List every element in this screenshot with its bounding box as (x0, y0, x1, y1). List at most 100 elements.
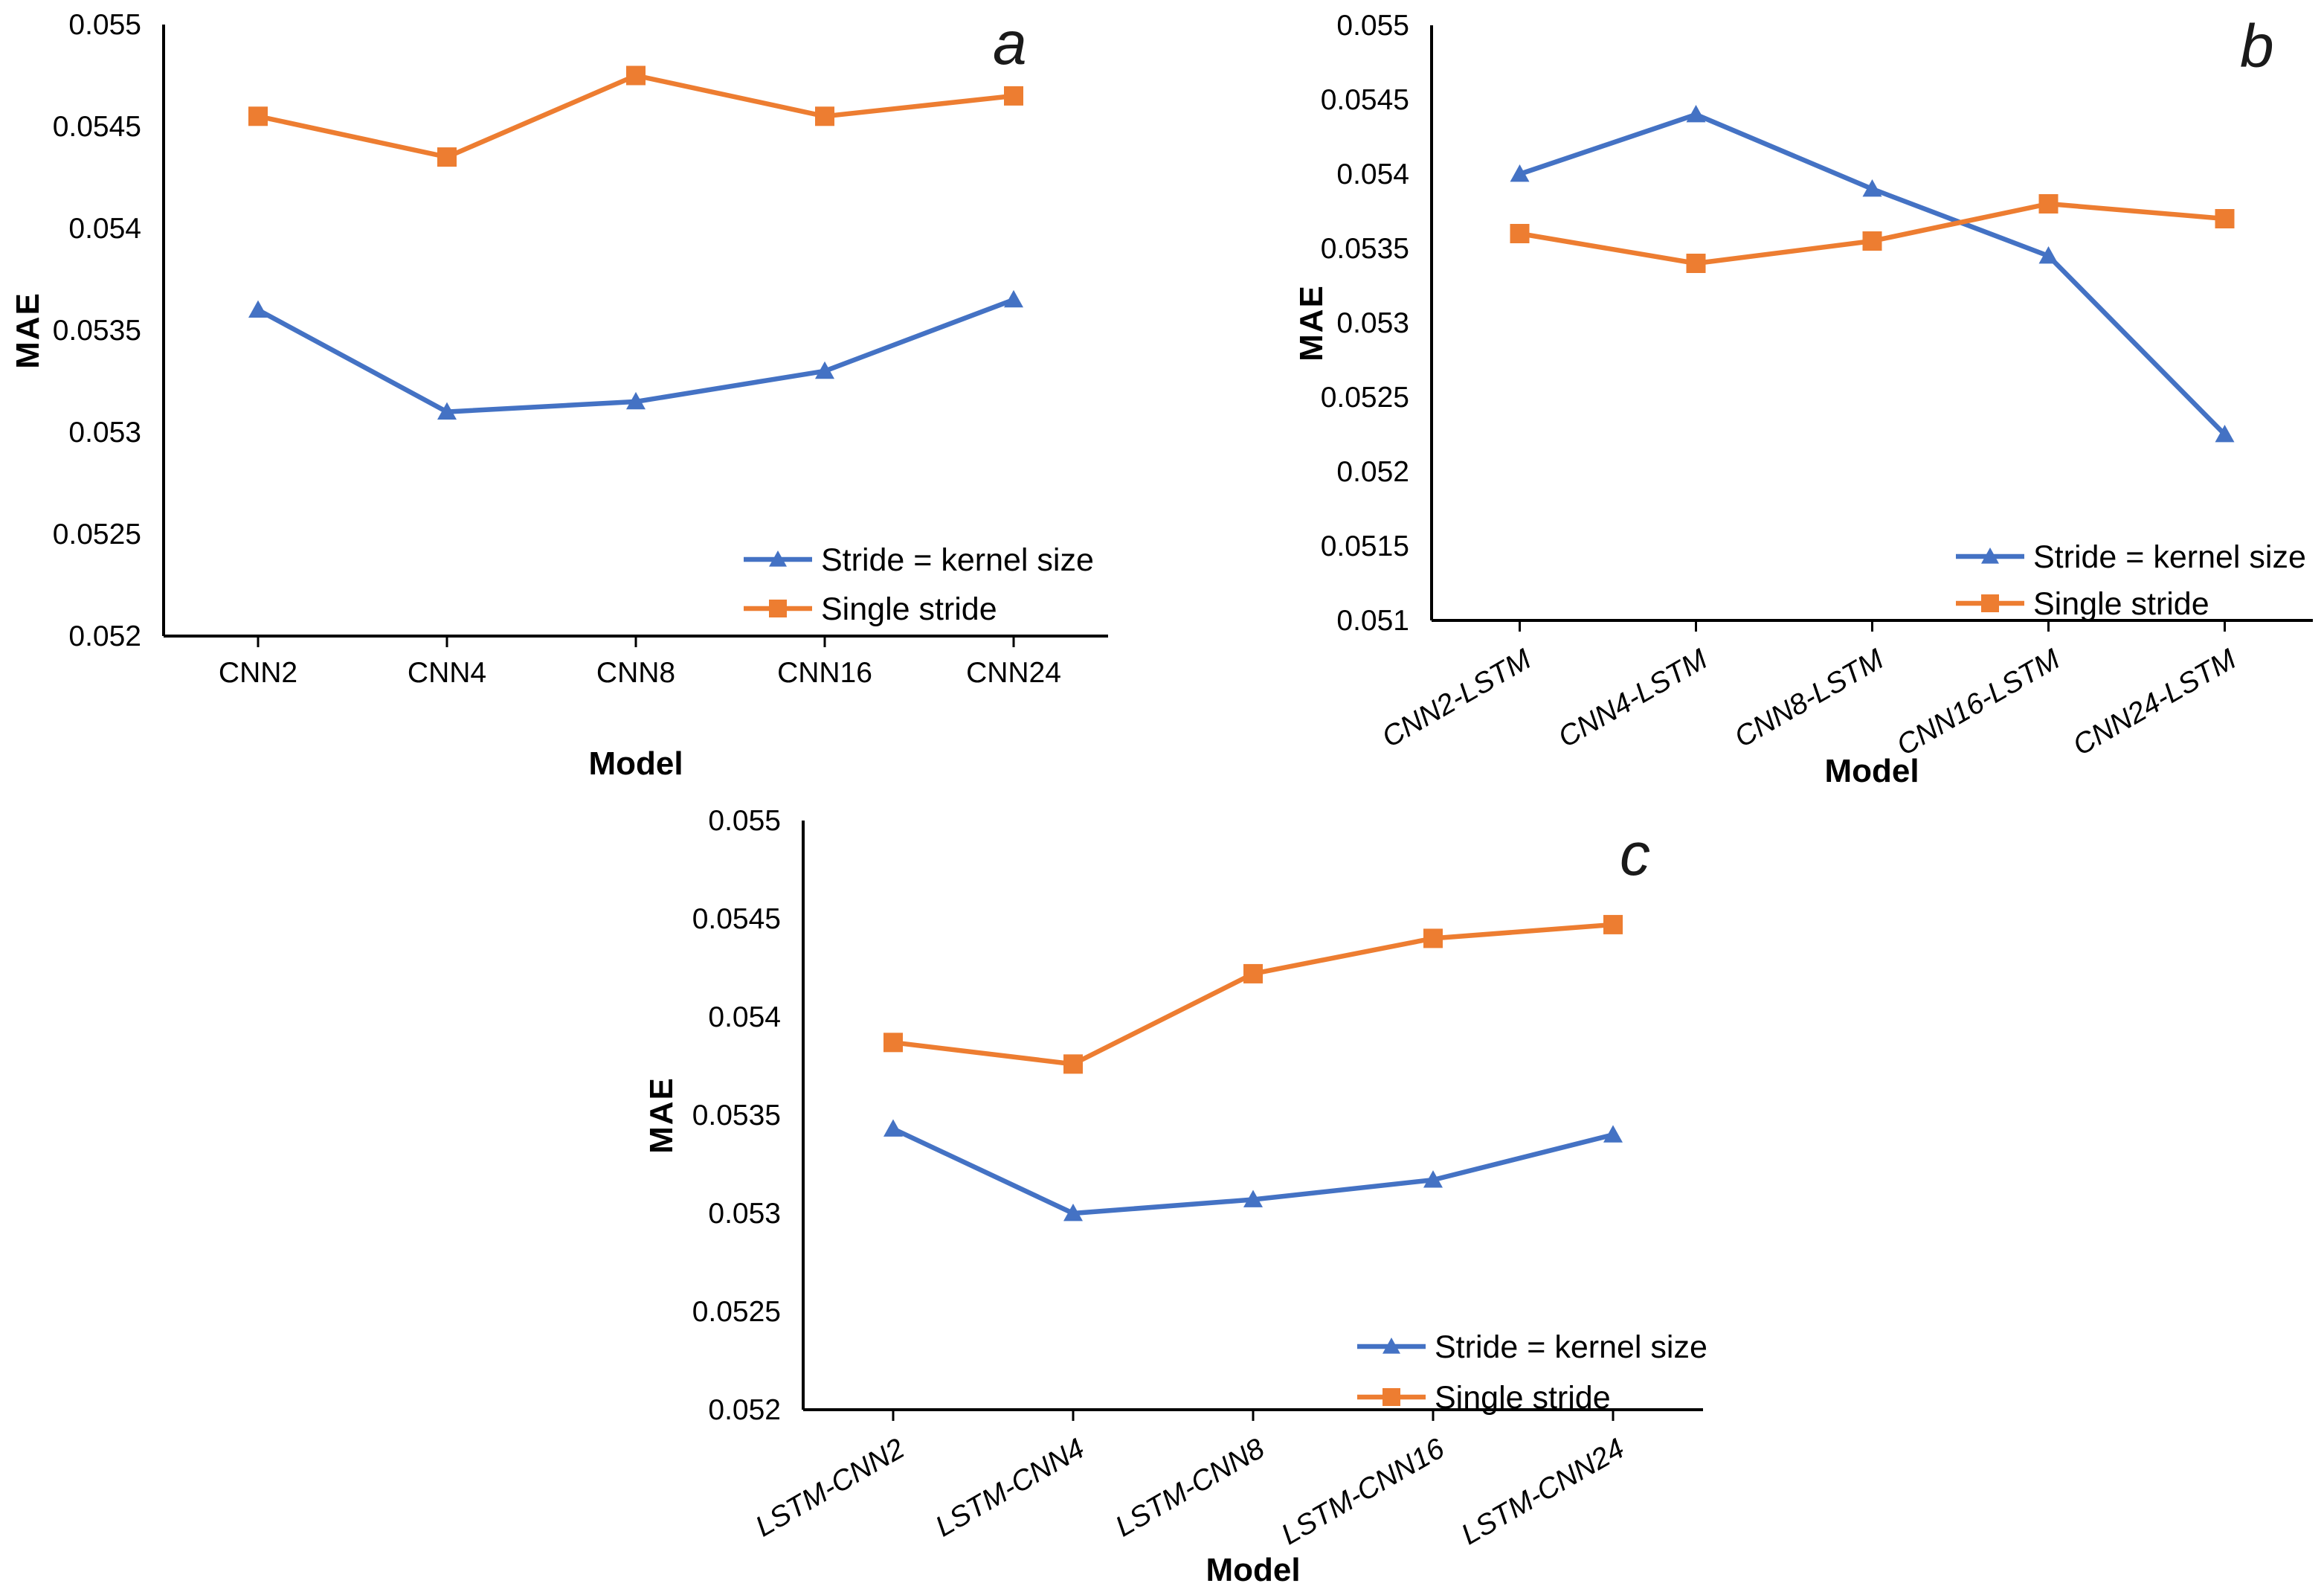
data-point-marker-triangle (2215, 425, 2235, 443)
y-tick-label: 0.055 (1336, 10, 1409, 42)
data-point-marker-triangle (1981, 548, 1999, 564)
y-tick-label: 0.0525 (1321, 382, 1409, 414)
series-line-single-stride (890, 922, 1616, 1067)
y-tick-label: 0.052 (708, 1394, 781, 1426)
x-category-label: CNN16 (777, 657, 872, 689)
data-point-marker-triangle (626, 391, 646, 410)
y-tick-label: 0.053 (1336, 307, 1409, 339)
data-point-marker-triangle (815, 361, 834, 379)
x-axis-title-b: Model (1824, 753, 1919, 789)
data-point-marker-triangle (1243, 1190, 1263, 1207)
chart-svg-a: 0.055 0.0545 0.054 0.0535 0.053 0.0525 0.052 CN… (53, 9, 1108, 689)
y-tick-label: 0.0545 (53, 111, 141, 143)
data-point-marker-square (1686, 254, 1706, 273)
data-point-marker-square (2215, 209, 2235, 228)
chart-svg-c: 0.055 0.0545 0.054 0.0535 0.053 0.0525 0.052 LS… (692, 805, 1707, 1552)
y-tick-label: 0.051 (1336, 605, 1409, 637)
data-point-marker-square (248, 106, 268, 126)
data-point-marker-square (815, 106, 834, 126)
x-category-label: CNN2 (219, 657, 297, 689)
panel-label-b: b (2240, 13, 2274, 80)
x-category-label: LSTM-CNN16 (1276, 1432, 1450, 1551)
y-tick-label: 0.0515 (1321, 530, 1409, 562)
y-tick-label: 0.053 (68, 417, 141, 449)
y-tick-label: 0.0525 (53, 519, 141, 550)
legend-item-single-stride: Single stride (1357, 1380, 1611, 1416)
x-category-label: LSTM-CNN2 (750, 1432, 910, 1543)
x-category-label: CNN8-LSTM (1729, 643, 1889, 754)
legend-label: Single stride (1435, 1380, 1611, 1416)
legend-label: Stride = kernel size (2033, 539, 2306, 575)
data-point-marker-triangle (1004, 289, 1023, 308)
data-point-marker-triangle (1686, 105, 1706, 123)
y-axis-title-a: MAE (10, 292, 46, 369)
data-point-marker-triangle (1510, 164, 1530, 182)
legend-item-stride-kernel-size: Stride = kernel size (744, 542, 1094, 578)
data-point-marker-triangle (769, 550, 787, 567)
y-tick-label: 0.053 (708, 1198, 781, 1230)
data-point-marker-triangle (1383, 1338, 1400, 1354)
x-category-label: LSTM-CNN8 (1110, 1432, 1270, 1543)
x-category-label: CNN2-LSTM (1377, 643, 1536, 754)
data-point-marker-square (1243, 963, 1263, 983)
y-tick-label: 0.0525 (692, 1296, 781, 1328)
y-tick-label: 0.055 (68, 9, 141, 41)
y-tick-label: 0.0545 (692, 903, 781, 935)
legend-item-stride-kernel-size: Stride = kernel size (1357, 1329, 1707, 1365)
y-axis-title-c: MAE (643, 1076, 680, 1154)
y-tick-label: 0.054 (708, 1001, 781, 1033)
data-point-marker-triangle (883, 1119, 903, 1137)
data-point-marker-triangle (1423, 1170, 1443, 1188)
series-line-stride-kernel-size (1517, 112, 2227, 437)
chart-panel-a: a MAE Model 0.055 0.0545 0.054 0.0535 0.053 0… (0, 0, 1160, 796)
chart-panel-c: c MAE Model 0.055 0.0545 0.054 0.0535 0.053 0… (643, 789, 1710, 1588)
data-point-marker-square (1603, 914, 1623, 934)
y-tick-label: 0.054 (68, 213, 141, 245)
legend-label: Stride = kernel size (1435, 1329, 1707, 1365)
x-category-label: LSTM-CNN4 (930, 1433, 1090, 1544)
data-point-marker-square (1063, 1054, 1083, 1074)
y-tick-label: 0.052 (68, 620, 141, 652)
x-category-label: CNN4 (408, 657, 486, 689)
data-point-marker-square (1004, 86, 1023, 106)
data-point-marker-triangle (1063, 1204, 1083, 1222)
x-category-label: CNN8 (596, 657, 675, 689)
data-point-marker-square (1383, 1388, 1400, 1406)
data-point-marker-square (1423, 928, 1443, 948)
x-category-label: CNN24 (966, 657, 1061, 689)
y-tick-label: 0.055 (708, 805, 781, 837)
x-axis-title-a: Model (588, 745, 683, 782)
series-line-single-stride (255, 73, 1017, 160)
y-tick-label: 0.052 (1336, 456, 1409, 488)
legend-label: Stride = kernel size (821, 542, 1094, 578)
y-tick-label: 0.0535 (53, 315, 141, 347)
legend-item-stride-kernel-size: Stride = kernel size (1956, 539, 2306, 575)
x-axis-title-c: Model (1206, 1552, 1301, 1588)
data-point-marker-square (1862, 231, 1882, 251)
data-point-marker-triangle (1862, 179, 1882, 197)
x-category-label: CNN16-LSTM (1891, 643, 2065, 762)
data-point-marker-triangle (2038, 246, 2059, 264)
legend-item-single-stride: Single stride (1956, 586, 2209, 622)
x-category-label: CNN24-LSTM (2067, 643, 2241, 762)
data-point-marker-square (883, 1033, 903, 1053)
panel-label-c: c (1620, 821, 1650, 888)
data-point-marker-triangle (437, 402, 457, 420)
y-tick-label: 0.0535 (1321, 233, 1409, 265)
data-point-marker-triangle (248, 300, 268, 318)
legend-label: Single stride (821, 591, 997, 627)
y-tick-label: 0.0545 (1321, 84, 1409, 116)
y-tick-label: 0.0535 (692, 1100, 781, 1131)
chart-svg-b: 0.055 0.0545 0.054 0.0535 0.053 0.0525 0.052 0.… (1321, 10, 2313, 762)
panel-label-a: a (993, 10, 1027, 77)
y-tick-label: 0.054 (1336, 158, 1409, 190)
data-point-marker-triangle (1603, 1125, 1623, 1143)
x-category-label: CNN4-LSTM (1553, 643, 1713, 754)
data-point-marker-square (1981, 594, 1999, 612)
legend-item-single-stride: Single stride (744, 591, 997, 627)
chart-panel-b: b MAE Model 0.055 0.0545 0.054 0.0535 0.053 0… (1293, 0, 2324, 811)
x-category-label: LSTM-CNN24 (1456, 1433, 1630, 1552)
data-point-marker-square (626, 65, 646, 86)
data-point-marker-square (437, 147, 457, 167)
